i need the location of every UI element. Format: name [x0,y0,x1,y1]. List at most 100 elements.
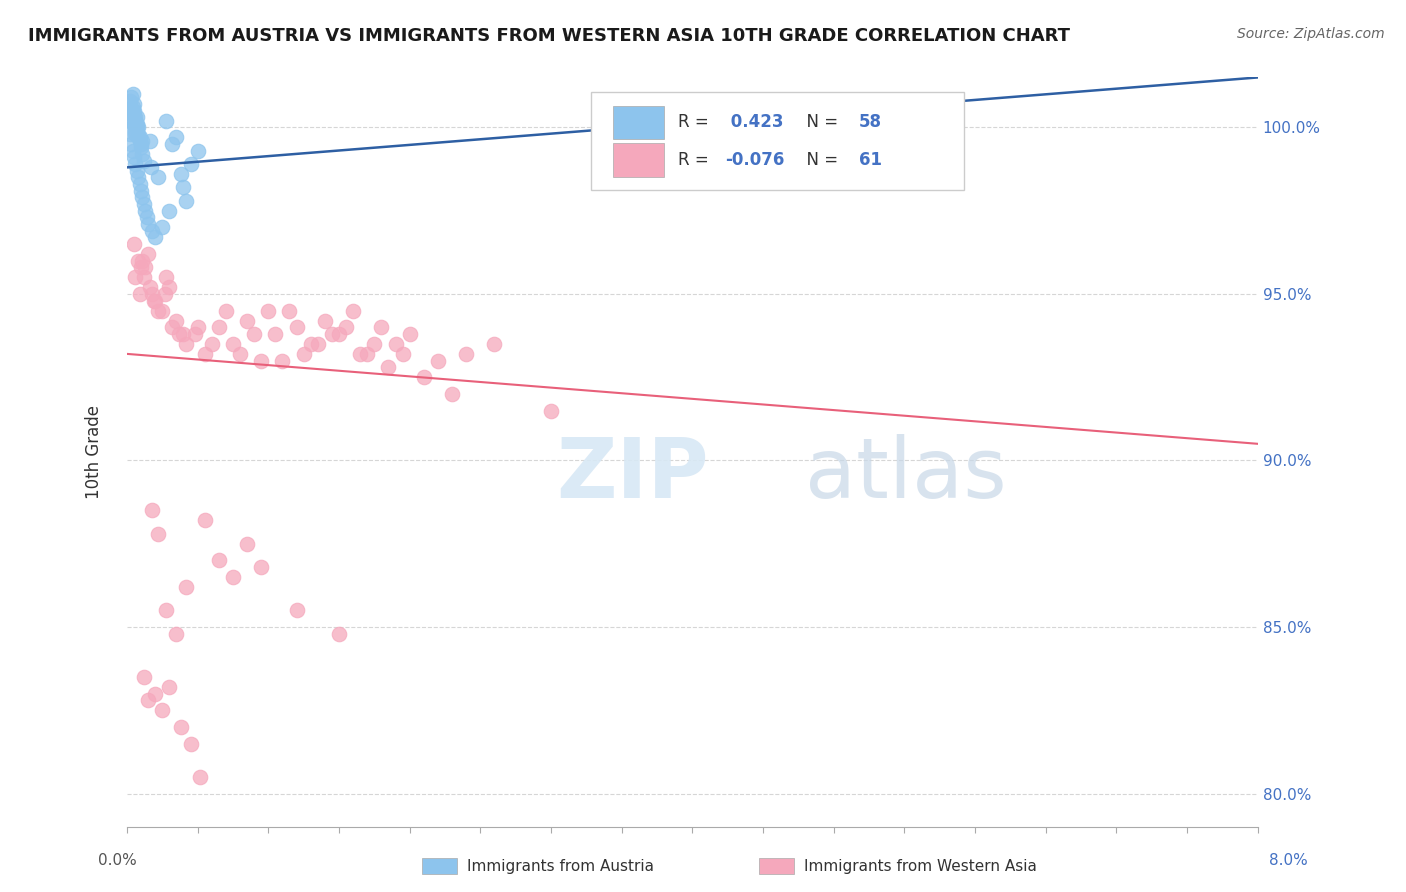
Point [278,303,301,318]
Point [118,94,141,108]
Point [167,326,190,341]
Point [285,320,308,334]
Text: N =: N = [796,113,844,131]
Point [136,693,159,707]
Point [222,570,245,584]
Point [125,111,148,125]
Point [134,260,156,275]
Point [124,124,146,138]
Point [143,293,166,308]
Point [174,194,197,208]
Point [143,230,166,244]
Point [122,117,145,131]
Point [124,270,146,285]
Point [243,326,266,341]
Point [128,287,150,301]
Point [208,553,231,567]
Point [264,326,287,341]
Point [172,180,194,194]
Point [132,270,155,285]
Text: 8.0%: 8.0% [1268,854,1308,868]
Point [139,161,162,175]
Point [215,303,238,318]
Point [157,680,180,694]
Point [391,347,413,361]
Point [136,247,159,261]
Point [131,147,153,161]
Point [257,303,280,318]
Text: 0.423: 0.423 [725,113,783,131]
Point [121,144,143,158]
Point [138,280,160,294]
Point [125,117,148,131]
Point [143,687,166,701]
Point [484,337,506,351]
Point [129,184,152,198]
Point [150,220,173,235]
Point [363,337,385,351]
Point [412,370,434,384]
Point [128,130,150,145]
Text: -0.076: -0.076 [725,151,785,169]
FancyBboxPatch shape [613,105,664,139]
Point [121,103,143,118]
Point [342,303,364,318]
Point [349,347,371,361]
Point [124,127,146,141]
Text: Immigrants from Austria: Immigrants from Austria [467,859,654,873]
Point [155,113,177,128]
Text: N =: N = [796,151,844,169]
Point [153,287,176,301]
Point [307,337,329,351]
Point [128,177,150,191]
Point [180,737,202,751]
Point [190,770,212,784]
Point [356,347,378,361]
Point [398,326,420,341]
Point [160,136,183,151]
Point [146,526,169,541]
Point [314,313,336,327]
Point [169,720,191,734]
Point [122,97,145,112]
Point [128,134,150,148]
Point [134,203,156,218]
Point [370,320,392,334]
Point [120,90,142,104]
Point [146,303,169,318]
Text: Source: ZipAtlas.com: Source: ZipAtlas.com [1237,27,1385,41]
Point [136,217,159,231]
Point [122,117,145,131]
Point [160,320,183,334]
Text: 58: 58 [859,113,882,131]
Point [236,313,259,327]
Point [222,337,245,351]
Point [180,157,202,171]
Point [172,326,194,341]
Point [426,353,449,368]
Point [187,320,209,334]
Point [127,120,149,135]
Point [384,337,406,351]
Point [135,211,157,225]
Point [132,670,155,684]
Point [127,170,149,185]
Point [124,157,146,171]
Point [120,107,142,121]
Text: 0.0%: 0.0% [98,854,138,868]
Point [184,326,207,341]
Point [129,260,152,275]
Point [335,320,357,334]
Point [131,190,153,204]
Point [157,203,180,218]
Point [441,387,464,401]
Point [138,134,160,148]
Point [129,140,152,154]
Point [377,360,399,375]
Point [165,313,187,327]
Text: ZIP: ZIP [557,434,709,515]
Text: 61: 61 [859,151,882,169]
Point [121,107,143,121]
Point [122,150,145,164]
Point [155,603,177,617]
